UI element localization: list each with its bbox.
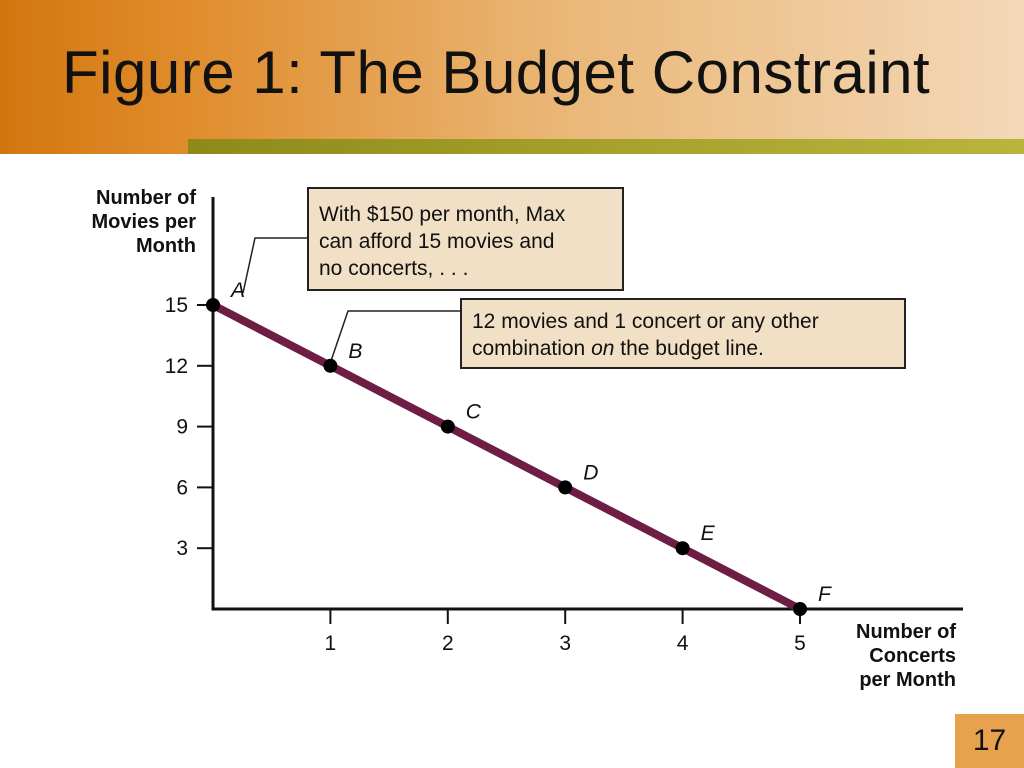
data-point-f — [793, 602, 807, 616]
point-label-f: F — [818, 583, 832, 606]
y-tick-label: 15 — [165, 294, 188, 317]
title-band — [0, 0, 1024, 154]
page-number: 17 — [972, 724, 1007, 757]
y-axis-title-line: Number of — [96, 187, 196, 209]
budget-line — [209, 301, 804, 613]
y-tick-label: 9 — [176, 416, 188, 439]
callout-text: combination — [472, 337, 592, 360]
y-tick-label: 12 — [165, 355, 188, 378]
x-axis-title-line: per Month — [859, 669, 956, 691]
slide-title: Figure 1: The Budget Constraint — [62, 39, 931, 106]
data-point-a — [206, 298, 220, 312]
callout-leader-lines — [242, 237, 460, 361]
callout-emphasis: on — [591, 337, 615, 360]
data-point-b — [323, 358, 338, 373]
point-label-d: D — [583, 461, 598, 484]
x-tick-label: 2 — [442, 632, 454, 655]
point-label-c: C — [466, 401, 482, 424]
chart-axes — [211, 197, 963, 611]
callout-line: 12 movies and 1 concert or any other — [472, 310, 819, 333]
data-point-d — [558, 480, 573, 495]
callout-point-a: With $150 per month, Max can afford 15 m… — [307, 187, 624, 291]
x-tick-label: 1 — [325, 632, 337, 655]
callout-line: combination on the budget line. — [472, 335, 894, 362]
title-accent-bar — [188, 139, 1024, 154]
x-axis-title-line: Concerts — [869, 645, 956, 667]
callout-leader-a — [242, 237, 307, 294]
x-axis-title-line: Number of — [856, 621, 956, 643]
point-label-b: B — [348, 340, 362, 363]
callout-line: With $150 per month, Max — [319, 203, 566, 226]
x-axis-title: Number of Concerts per Month — [800, 620, 956, 692]
point-label-e: E — [701, 522, 716, 545]
x-tick-label: 4 — [677, 632, 689, 655]
callout-leader-b — [330, 310, 460, 361]
data-point-c — [440, 419, 455, 434]
callout-point-b: 12 movies and 1 concert or any other com… — [460, 298, 906, 369]
y-axis-title: Number of Movies per Month — [40, 186, 196, 258]
y-tick-label: 6 — [176, 476, 188, 499]
data-point-e — [675, 541, 690, 556]
y-tick-label: 3 — [176, 537, 188, 560]
x-tick-label: 5 — [794, 632, 806, 655]
point-label-a: A — [229, 279, 245, 302]
callout-line: no concerts, . . . — [319, 257, 469, 280]
page-number-badge: 17 — [955, 714, 1024, 768]
callout-text: the budget line. — [614, 337, 764, 360]
x-tick-label: 3 — [559, 632, 571, 655]
y-axis-title-line: Movies per — [91, 211, 196, 233]
callout-line: can afford 15 movies and — [319, 230, 555, 253]
chart-series: A B C D E F — [206, 279, 832, 616]
y-axis-title-line: Month — [136, 235, 196, 257]
